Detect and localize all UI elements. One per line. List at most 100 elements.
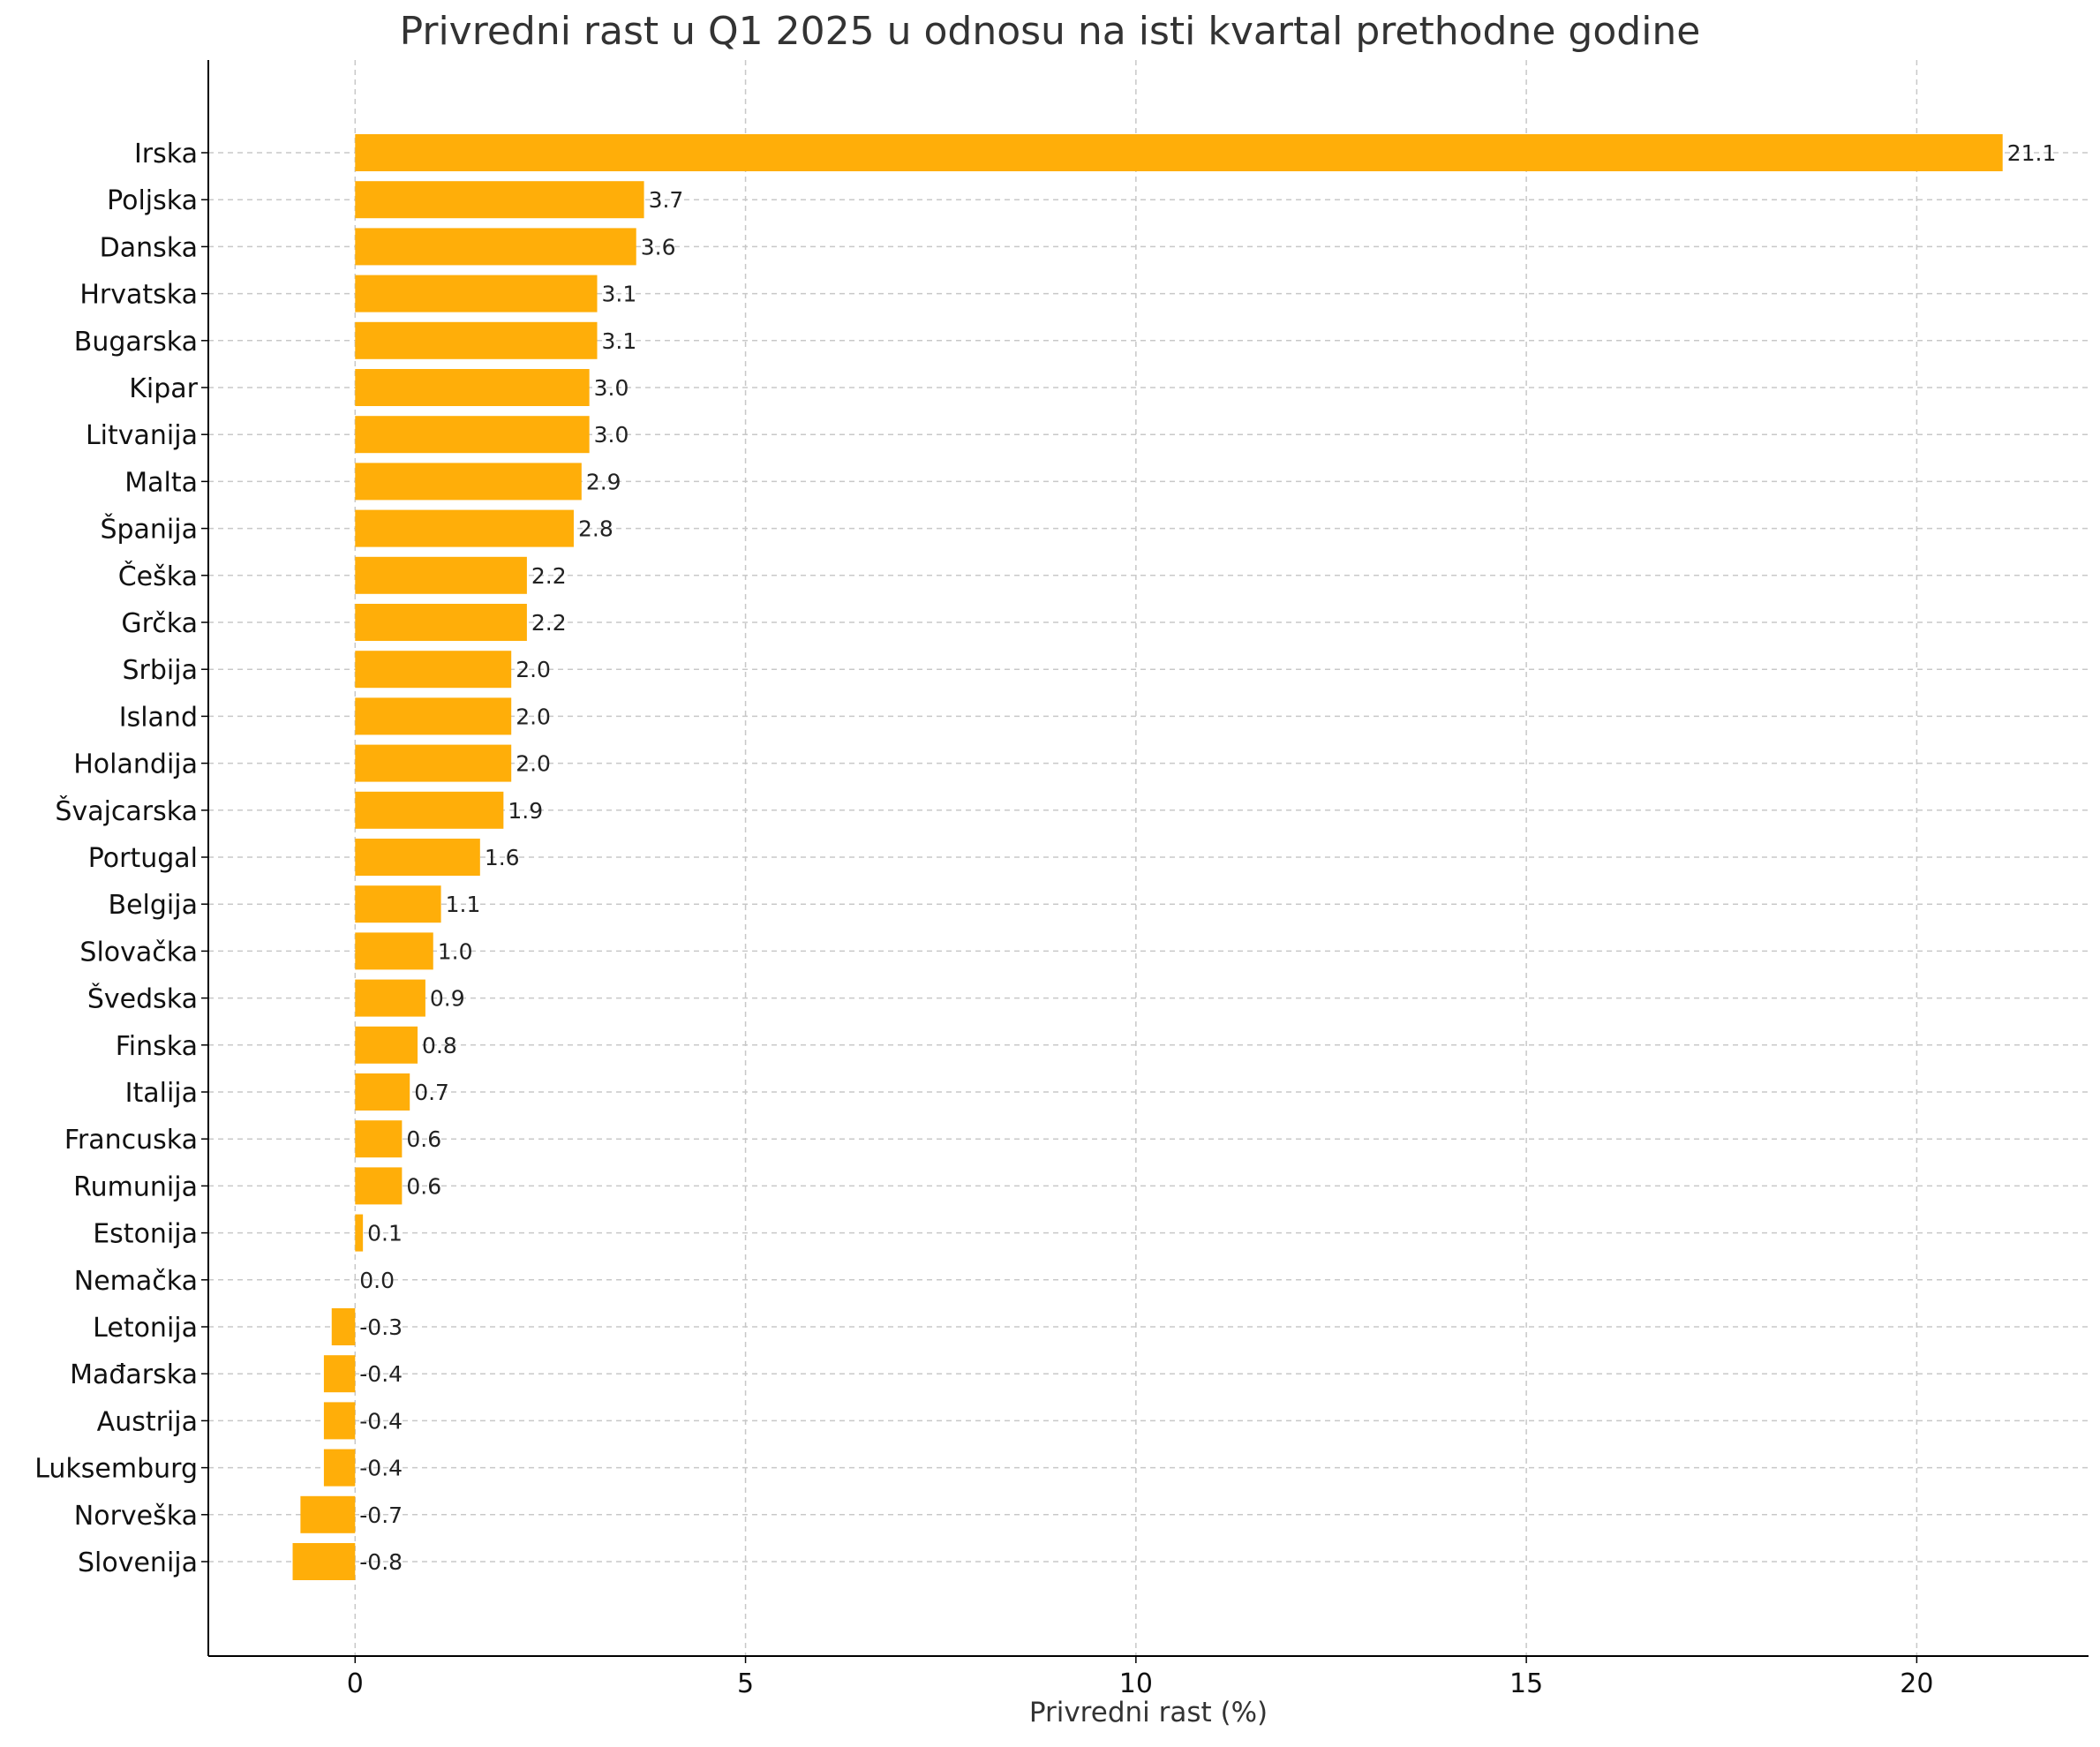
data-label: 2.8 — [578, 516, 613, 542]
bar — [323, 1449, 356, 1487]
data-label: -0.7 — [359, 1502, 403, 1528]
bar — [355, 1073, 410, 1111]
y-tick-label: Portugal — [88, 843, 198, 874]
data-label: 2.0 — [516, 657, 551, 682]
x-tick-label: 10 — [1119, 1668, 1153, 1699]
data-label: -0.4 — [359, 1361, 403, 1387]
bar — [355, 369, 590, 406]
bar — [355, 604, 527, 641]
y-tick-label: Nemačka — [74, 1266, 198, 1297]
data-label: 0.0 — [359, 1268, 395, 1293]
y-tick-label: Holandija — [73, 749, 198, 780]
y-tick-label: Italija — [125, 1078, 198, 1109]
bar — [355, 1120, 403, 1158]
data-label: 1.1 — [446, 892, 481, 917]
data-label: 2.9 — [586, 469, 621, 494]
bar — [355, 321, 598, 359]
y-tick-label: Litvanija — [86, 420, 198, 451]
data-label: 1.6 — [485, 845, 520, 870]
data-label: 1.9 — [508, 798, 543, 824]
data-label: 0.9 — [430, 986, 465, 1012]
bar — [355, 463, 582, 501]
data-label: 2.2 — [531, 563, 567, 589]
bar — [355, 932, 433, 970]
bar — [355, 839, 480, 876]
y-tick-label: Island — [119, 702, 198, 733]
y-tick-label: Danska — [100, 232, 198, 263]
x-tick-label: 20 — [1900, 1668, 1933, 1699]
data-label: 2.0 — [516, 704, 551, 729]
y-tick-label: Švajcarska — [55, 794, 198, 827]
y-tick-label: Slovačka — [79, 937, 198, 968]
y-tick-label: Češka — [118, 560, 198, 592]
x-tick-label: 0 — [347, 1668, 364, 1699]
y-tick-label: Slovenija — [78, 1547, 198, 1578]
x-tick-label: 15 — [1509, 1668, 1543, 1699]
bar — [355, 979, 425, 1017]
bar — [355, 228, 636, 266]
data-label: 0.1 — [367, 1221, 403, 1246]
y-tick-label: Letonija — [93, 1313, 198, 1344]
data-label: -0.4 — [359, 1408, 403, 1434]
data-label: 0.6 — [406, 1126, 441, 1152]
y-tick-label: Luksemburg — [34, 1454, 198, 1485]
y-tick-label: Švedska — [87, 983, 198, 1015]
y-tick-label: Bugarska — [74, 327, 198, 358]
bar — [355, 416, 590, 454]
bar — [355, 697, 512, 735]
data-label: 0.8 — [422, 1033, 457, 1058]
x-tick-label: 5 — [737, 1668, 754, 1699]
y-tick-label: Kipar — [129, 373, 198, 404]
bar — [355, 1167, 403, 1205]
bar — [355, 1214, 364, 1252]
data-label: -0.4 — [359, 1456, 403, 1481]
data-label: 21.1 — [2007, 140, 2057, 166]
bar — [355, 509, 574, 547]
data-label: 2.2 — [531, 610, 567, 636]
y-tick-label: Poljska — [107, 185, 198, 216]
bar — [355, 134, 2003, 171]
bar — [292, 1543, 356, 1580]
data-label: 1.0 — [438, 938, 473, 964]
y-tick-label: Grčka — [121, 608, 198, 639]
y-tick-label: Irska — [134, 139, 198, 169]
chart-title: Privredni rast u Q1 2025 u odnosu na ist… — [399, 9, 1701, 54]
y-tick-label: Belgija — [109, 890, 198, 921]
y-tick-label: Srbija — [123, 655, 198, 686]
data-label: 3.6 — [641, 234, 676, 260]
data-label: 0.6 — [406, 1173, 441, 1199]
bar — [300, 1495, 356, 1533]
y-tick-label: Španija — [100, 513, 198, 546]
data-label: 3.1 — [602, 328, 637, 354]
y-tick-label: Francuska — [64, 1125, 198, 1156]
bar — [355, 885, 441, 923]
data-label: -0.3 — [359, 1314, 403, 1340]
data-label: 3.0 — [594, 375, 629, 401]
y-tick-label: Rumunija — [73, 1171, 198, 1202]
bar — [323, 1402, 356, 1440]
bar — [355, 1026, 418, 1064]
bar — [355, 651, 512, 689]
y-tick-label: Finska — [116, 1031, 198, 1062]
bar — [355, 556, 527, 594]
bar — [355, 275, 598, 313]
y-tick-label: Austrija — [97, 1406, 198, 1437]
bar — [355, 744, 512, 782]
data-label: 3.1 — [602, 282, 637, 307]
x-axis-label: Privredni rast (%) — [1028, 1697, 1268, 1728]
data-label: 3.7 — [649, 187, 684, 213]
y-tick-label: Norveška — [74, 1501, 198, 1532]
bar — [355, 791, 504, 829]
bar — [355, 181, 644, 219]
y-tick-label: Mađarska — [70, 1359, 198, 1390]
data-label: -0.8 — [359, 1549, 403, 1575]
bar — [331, 1308, 356, 1345]
y-tick-label: Estonija — [93, 1219, 198, 1250]
data-label: 3.0 — [594, 422, 629, 448]
data-label: 2.0 — [516, 751, 551, 777]
y-tick-label: Malta — [124, 467, 198, 498]
bar — [323, 1355, 356, 1393]
data-label: 0.7 — [414, 1080, 449, 1105]
